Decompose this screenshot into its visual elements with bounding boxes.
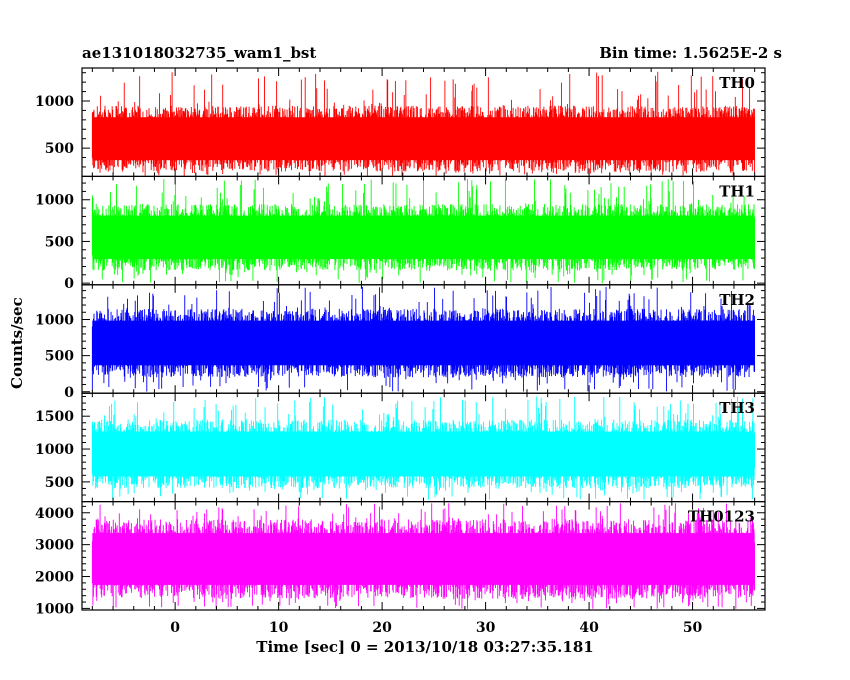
panel-label-th3: TH3 xyxy=(719,399,755,417)
y-tick-label: 1000 xyxy=(35,193,74,209)
x-tick-label: 50 xyxy=(683,620,703,636)
panel-th0123: 1000 2000 3000 4000 TH0123 xyxy=(35,501,766,617)
y-tick-label: 1000 xyxy=(35,442,74,458)
panel-label-th1: TH1 xyxy=(719,182,755,200)
panel-th3: 500 1000 1500 TH3 xyxy=(35,392,766,503)
panel-label-th0: TH0 xyxy=(719,74,755,92)
x-axis-label: Time [sec] 0 = 2013/10/18 03:27:35.181 xyxy=(256,638,594,656)
panel-th2: 0 500 1000 TH2 xyxy=(35,284,766,401)
y-tick-label: 1500 xyxy=(35,409,74,425)
series-band-th2 xyxy=(92,320,755,366)
y-tick-label: 1000 xyxy=(35,601,74,617)
series-band-th3 xyxy=(92,431,755,477)
x-tick-label: 40 xyxy=(579,620,599,636)
y-tick-label: 0 xyxy=(64,276,74,292)
y-tick-label: 0 xyxy=(64,385,74,401)
y-tick-label: 2000 xyxy=(35,570,74,586)
y-tick-label: 3000 xyxy=(35,538,74,554)
series-band-th0123 xyxy=(92,533,755,585)
chart-title: ae131018032735_wam1_bst xyxy=(82,44,317,62)
series-band-th0 xyxy=(92,117,755,161)
panel-label-th2: TH2 xyxy=(719,291,755,309)
x-tick-label: 20 xyxy=(372,620,392,636)
panel-th0: 500 1000 TH0 xyxy=(35,67,766,178)
panel-th1: 0 500 1000 TH1 xyxy=(35,175,766,292)
series-band-th1 xyxy=(92,215,755,259)
y-tick-label: 500 xyxy=(45,234,74,250)
y-tick-label: 1000 xyxy=(35,312,74,328)
y-tick-label: 1000 xyxy=(35,94,74,110)
y-axis-label: Counts/sec xyxy=(8,297,26,389)
panel-label-th0123: TH0123 xyxy=(688,508,755,526)
y-tick-label: 4000 xyxy=(35,506,74,522)
y-tick-label: 500 xyxy=(45,349,74,365)
y-tick-label: 500 xyxy=(45,475,74,491)
x-tick-label: 10 xyxy=(269,620,289,636)
x-tick-label: 0 xyxy=(170,620,180,636)
y-tick-label: 500 xyxy=(45,141,74,157)
x-tick-label: 30 xyxy=(476,620,496,636)
bin-time-label: Bin time: 1.5625E-2 s xyxy=(599,44,782,62)
